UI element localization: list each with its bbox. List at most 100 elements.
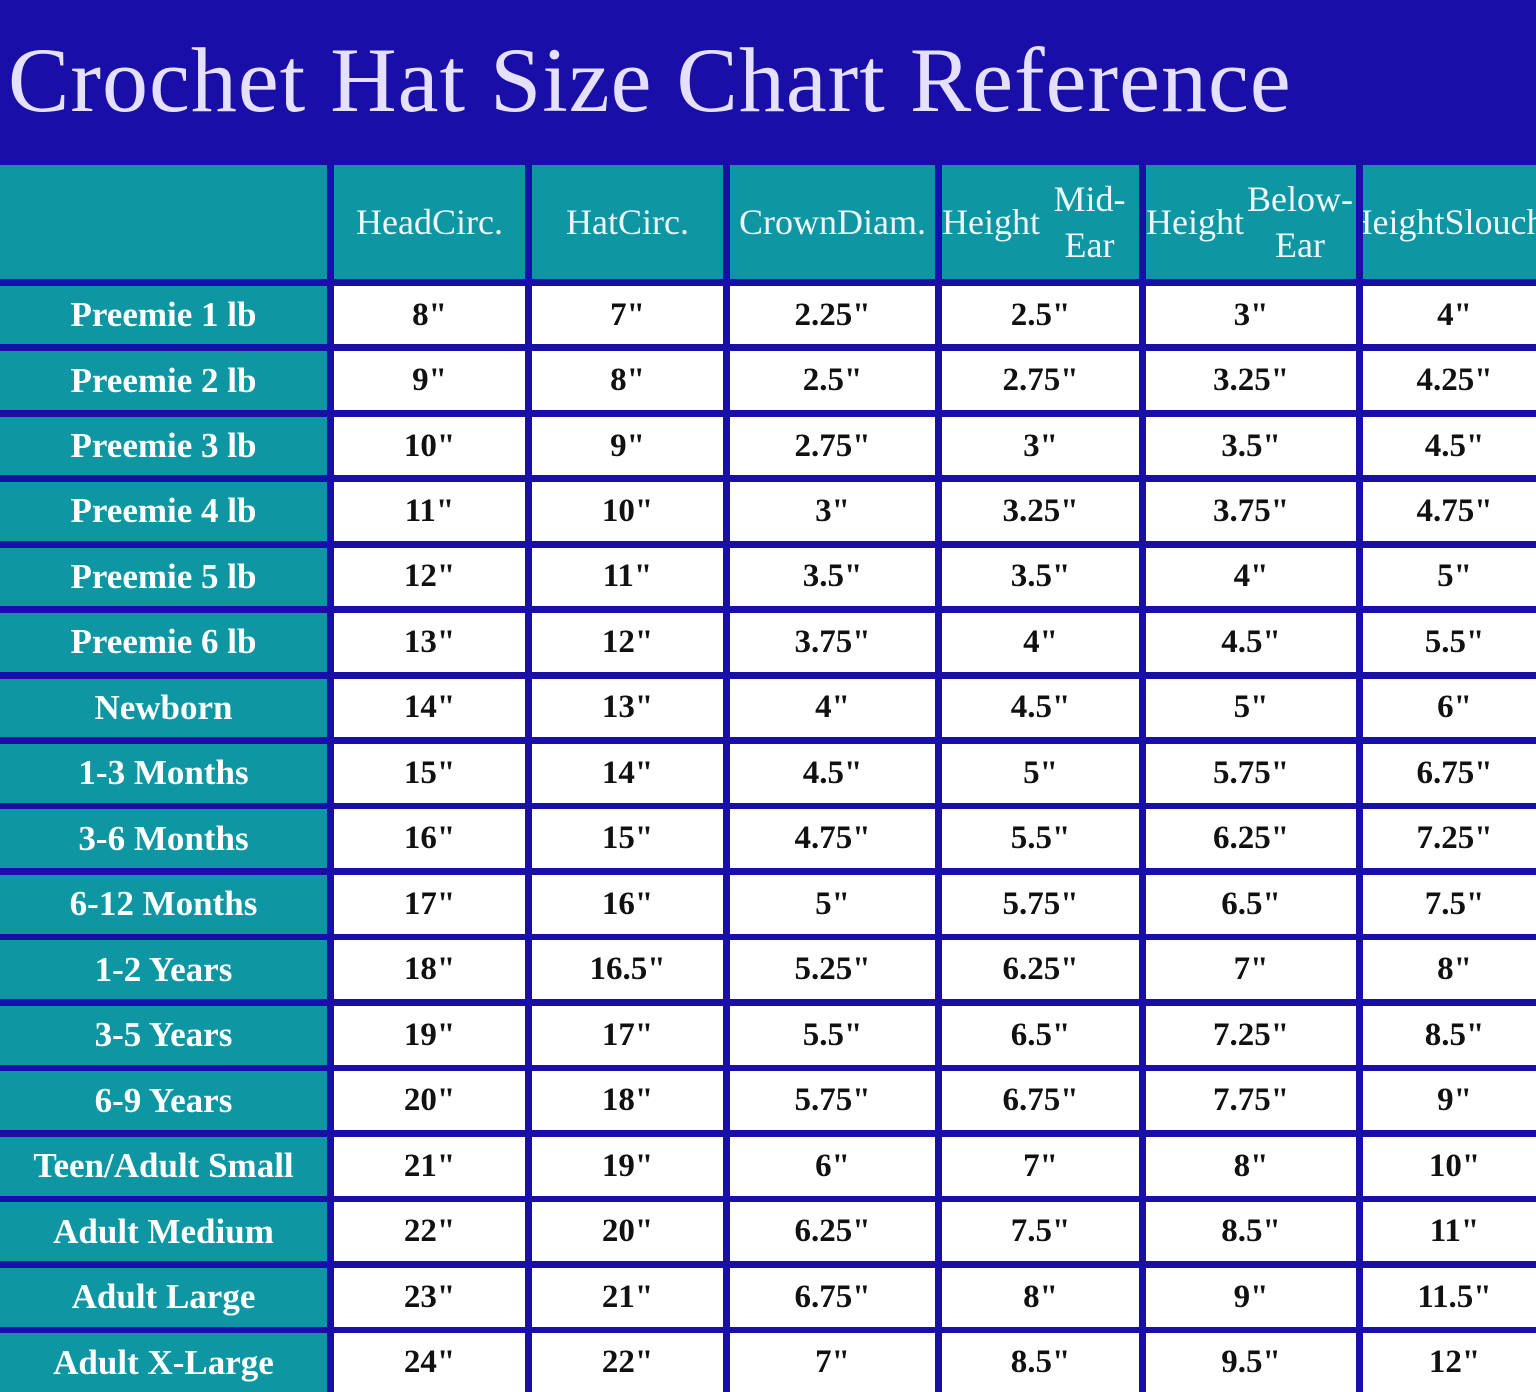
table-cell: 6.25" [942, 940, 1139, 1000]
table-cell: 5" [1363, 547, 1536, 607]
table-cell: 3.5" [730, 547, 935, 607]
table-cell: 3.75" [1146, 482, 1356, 541]
row-label: 1-2 Years [0, 940, 327, 1000]
table-cell: 4" [942, 613, 1139, 672]
table-cell: 8" [334, 285, 525, 345]
table-cell: 4.5" [1146, 613, 1356, 672]
table-cell: 3.5" [1146, 416, 1356, 476]
header-corner-cell [0, 165, 327, 279]
column-header-text: Circ. [431, 202, 503, 242]
table-cell: 6" [1363, 678, 1536, 738]
column-header-text: Hat [566, 202, 618, 242]
table-cell: 4" [1363, 285, 1536, 345]
table-cell: 4" [730, 678, 935, 738]
table-cell: 4.5" [1363, 416, 1536, 476]
table-cell: 11" [532, 547, 723, 607]
table-cell: 16" [532, 874, 723, 934]
table-cell: 10" [334, 416, 525, 476]
table-cell: 20" [334, 1071, 525, 1131]
column-header-text: Diam. [837, 202, 926, 242]
table-cell: 6.75" [730, 1267, 935, 1327]
row-label: Preemie 4 lb [0, 482, 327, 541]
table-cell: 5" [730, 874, 935, 934]
table-cell: 8.5" [1146, 1202, 1356, 1262]
table-cell: 2.25" [730, 285, 935, 345]
table-cell: 8" [532, 351, 723, 410]
table-cell: 6.5" [1146, 874, 1356, 934]
row-label: 3-5 Years [0, 1005, 327, 1065]
column-header-text: Height [1363, 202, 1445, 242]
column-header: Crown Diam. [730, 165, 935, 279]
table-cell: 6.25" [1146, 809, 1356, 869]
row-label: 6-12 Months [0, 874, 327, 934]
table-cell: 7.5" [942, 1202, 1139, 1262]
table-cell: 3" [730, 482, 935, 541]
row-label: Teen/Adult Small [0, 1136, 327, 1196]
table-cell: 5" [942, 743, 1139, 803]
row-label: Preemie 2 lb [0, 351, 327, 410]
table-cell: 15" [334, 743, 525, 803]
row-label: Newborn [0, 678, 327, 738]
column-header: HeightSlouchy [1363, 165, 1536, 279]
table-cell: 5.25" [730, 940, 935, 1000]
table-cell: 8" [942, 1267, 1139, 1327]
table-cell: 4.25" [1363, 351, 1536, 410]
table-cell: 15" [532, 809, 723, 869]
table-cell: 11" [1363, 1202, 1536, 1262]
table-cell: 9" [1146, 1267, 1356, 1327]
table-cell: 7" [1146, 940, 1356, 1000]
column-header-text: Below-Ear [1247, 179, 1353, 265]
row-label: 3-6 Months [0, 809, 327, 869]
table-cell: 10" [1363, 1136, 1536, 1196]
table-cell: 24" [334, 1333, 525, 1392]
table-cell: 16" [334, 809, 525, 869]
table-cell: 20" [532, 1202, 723, 1262]
table-cell: 4.5" [730, 743, 935, 803]
table-cell: 7.75" [1146, 1071, 1356, 1131]
table-cell: 2.75" [942, 351, 1139, 410]
table-cell: 2.5" [730, 351, 935, 410]
table-cell: 9" [1363, 1071, 1536, 1131]
row-label: Adult X-Large [0, 1333, 327, 1392]
table-cell: 9.5" [1146, 1333, 1356, 1392]
page-title: Crochet Hat Size Chart Reference [8, 29, 1292, 131]
table-cell: 3" [942, 416, 1139, 476]
table-cell: 7" [942, 1136, 1139, 1196]
table-cell: 8" [1363, 940, 1536, 1000]
table-cell: 3" [1146, 285, 1356, 345]
table-cell: 7.25" [1146, 1005, 1356, 1065]
table-cell: 19" [334, 1005, 525, 1065]
table-cell: 5.75" [1146, 743, 1356, 803]
table-cell: 14" [334, 678, 525, 738]
table-cell: 5.75" [730, 1071, 935, 1131]
table-cell: 22" [532, 1333, 723, 1392]
table-cell: 2.75" [730, 416, 935, 476]
table-cell: 2.5" [942, 285, 1139, 345]
table-cell: 4" [1146, 547, 1356, 607]
table-cell: 18" [532, 1071, 723, 1131]
table-cell: 18" [334, 940, 525, 1000]
row-label: Preemie 1 lb [0, 285, 327, 345]
column-header-text: Crown [739, 202, 837, 242]
table-cell: 11.5" [1363, 1267, 1536, 1327]
table-cell: 7" [730, 1333, 935, 1392]
table-cell: 17" [532, 1005, 723, 1065]
table-cell: 5" [1146, 678, 1356, 738]
table-cell: 8.5" [1363, 1005, 1536, 1065]
table-cell: 7.25" [1363, 809, 1536, 869]
table-cell: 13" [532, 678, 723, 738]
table-cell: 3.25" [942, 482, 1139, 541]
table-cell: 4.75" [1363, 482, 1536, 541]
table-cell: 8" [1146, 1136, 1356, 1196]
table-cell: 17" [334, 874, 525, 934]
table-cell: 16.5" [532, 940, 723, 1000]
table-cell: 22" [334, 1202, 525, 1262]
table-cell: 7" [532, 285, 723, 345]
table-cell: 21" [532, 1267, 723, 1327]
row-label: 1-3 Months [0, 743, 327, 803]
table-cell: 5.5" [730, 1005, 935, 1065]
table-cell: 23" [334, 1267, 525, 1327]
row-label: Adult Medium [0, 1202, 327, 1262]
table-cell: 11" [334, 482, 525, 541]
table-cell: 6.25" [730, 1202, 935, 1262]
